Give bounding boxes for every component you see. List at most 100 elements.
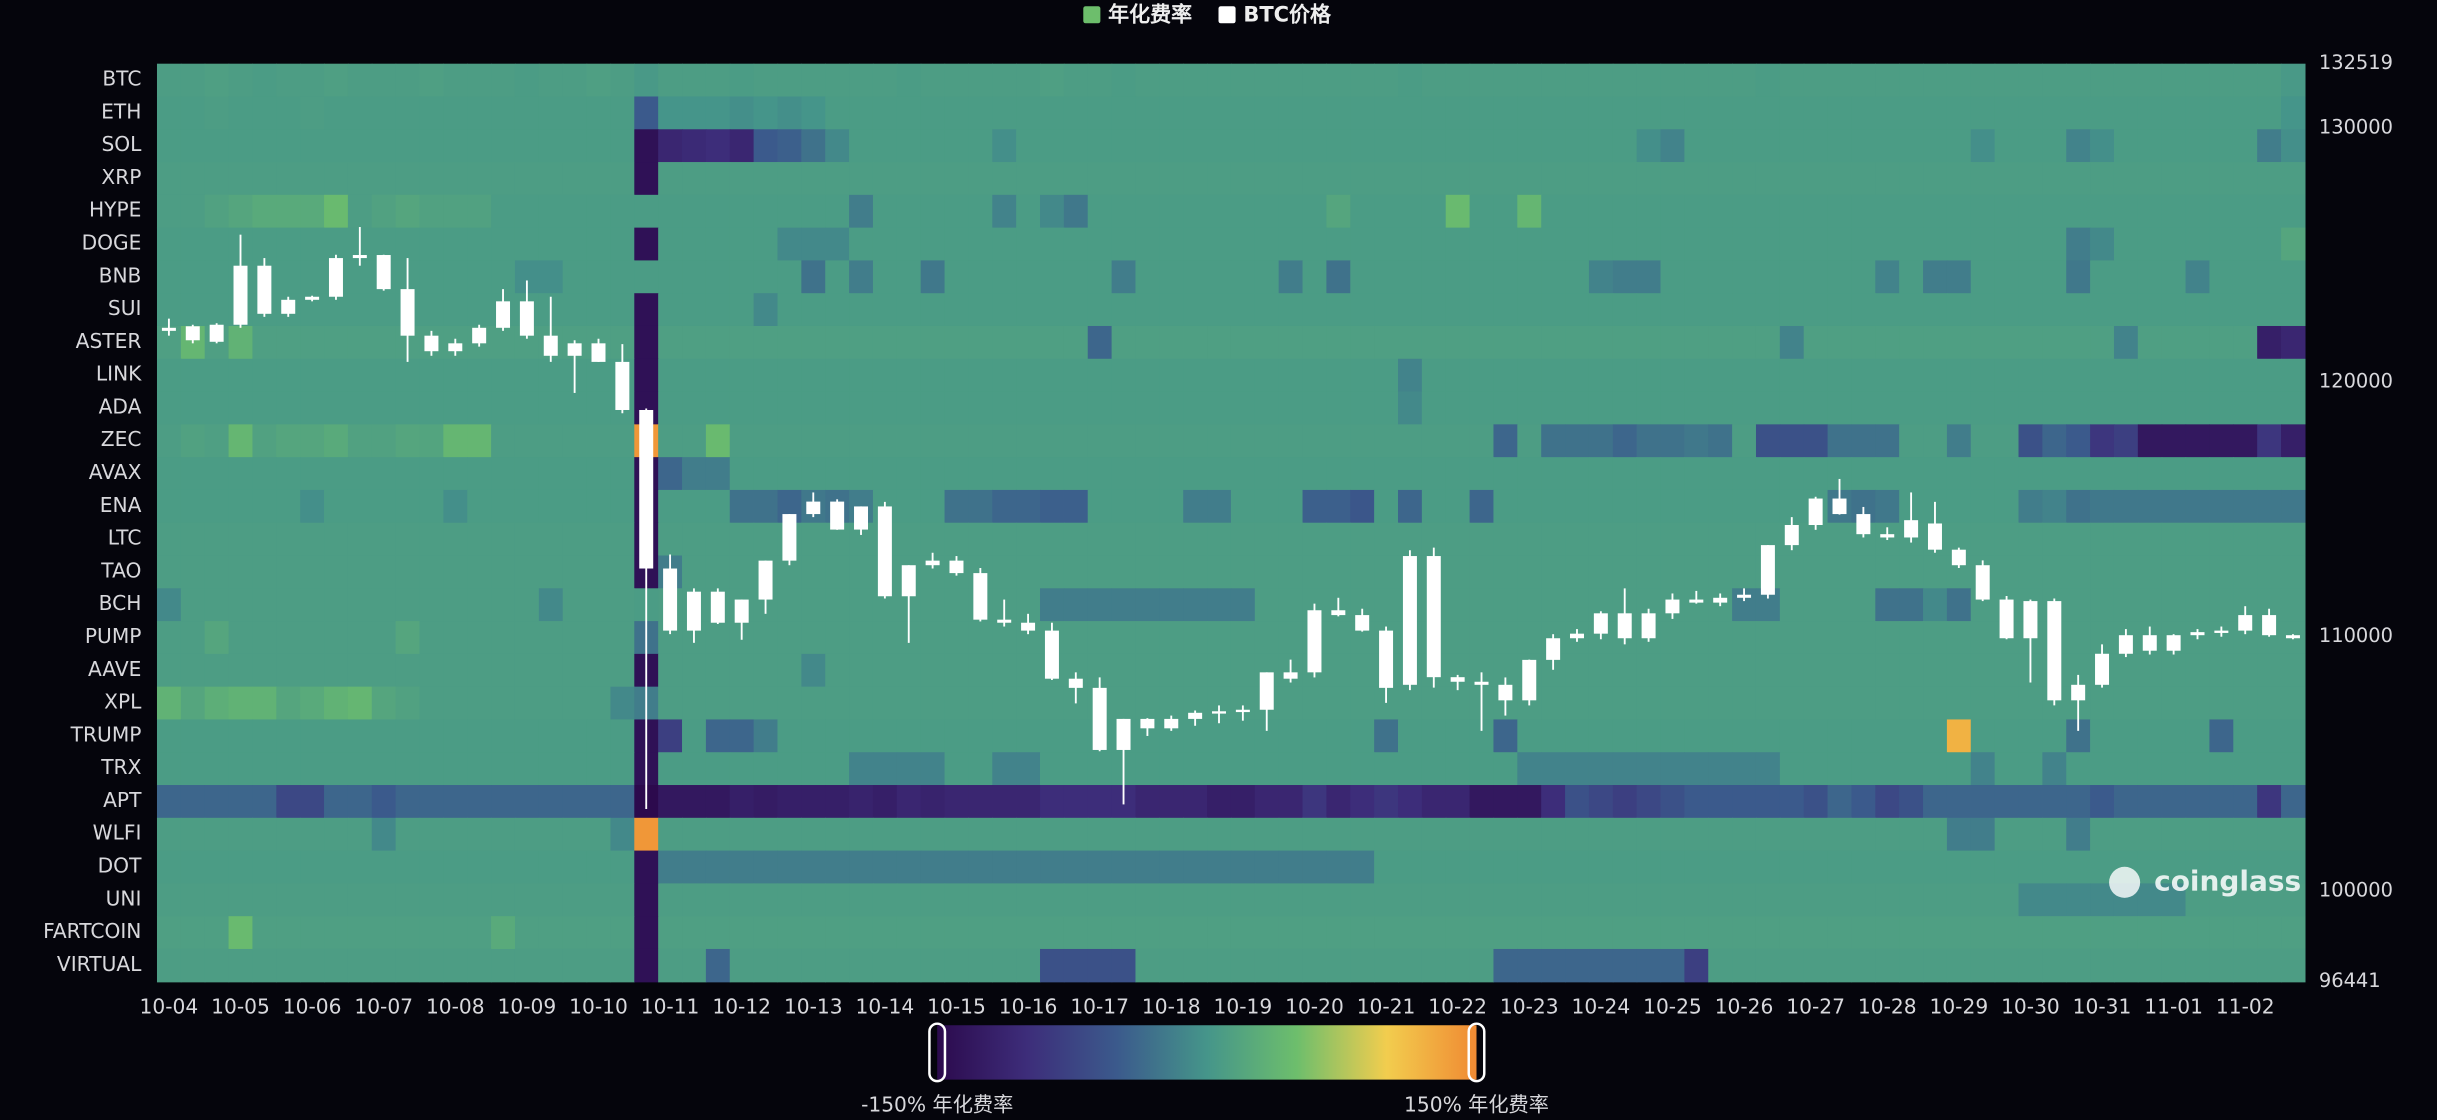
heat-cell bbox=[1612, 96, 1638, 130]
heat-cell bbox=[1970, 948, 1996, 983]
heat-cell bbox=[1016, 489, 1041, 524]
heat-cell bbox=[1970, 457, 1996, 491]
heat-cell bbox=[2018, 260, 2043, 294]
heat-cell bbox=[2161, 227, 2187, 262]
heat-cell bbox=[371, 752, 397, 786]
heat-cell bbox=[1302, 555, 1328, 589]
heat-cell bbox=[1541, 162, 1566, 196]
heat-cell bbox=[252, 424, 277, 458]
heat-cell bbox=[2209, 194, 2234, 229]
candle-body bbox=[1259, 672, 1274, 710]
heat-cell bbox=[1183, 96, 1208, 130]
heat-cell bbox=[276, 194, 301, 229]
heat-cell bbox=[1612, 63, 1638, 98]
heat-cell bbox=[2137, 129, 2163, 163]
heat-cell bbox=[1087, 785, 1113, 819]
heat-cell bbox=[1732, 489, 1757, 524]
heat-cell bbox=[1016, 719, 1041, 753]
heat-cell bbox=[514, 752, 540, 786]
heat-cell bbox=[1326, 719, 1351, 753]
heat-cell bbox=[2018, 555, 2043, 589]
heat-cell bbox=[1135, 424, 1160, 458]
heat-cell bbox=[1708, 260, 1733, 294]
heat-cell bbox=[1684, 391, 1709, 425]
heat-cell bbox=[777, 227, 802, 262]
heat-cell bbox=[1374, 358, 1399, 393]
heat-cell bbox=[1421, 96, 1447, 130]
heat-cell bbox=[729, 817, 755, 852]
heat-cell bbox=[2113, 293, 2139, 327]
heat-cell bbox=[538, 63, 564, 98]
heat-cell bbox=[1135, 686, 1160, 721]
heat-cell bbox=[1326, 63, 1351, 98]
heat-cell bbox=[347, 719, 373, 753]
heat-cell bbox=[2066, 555, 2091, 589]
heat-cell bbox=[1636, 129, 1662, 163]
heat-cell bbox=[252, 63, 277, 98]
heat-cell bbox=[1684, 621, 1709, 655]
heat-cell bbox=[562, 916, 588, 950]
heat-cell bbox=[467, 162, 492, 196]
heat-cell bbox=[610, 424, 635, 458]
heat-cell bbox=[2018, 293, 2043, 327]
heat-cell bbox=[2161, 588, 2187, 622]
heat-cell bbox=[2185, 260, 2211, 294]
x-tick-label: 10-05 bbox=[211, 995, 270, 1019]
heat-cell bbox=[1111, 96, 1137, 130]
heat-cell bbox=[1708, 489, 1733, 524]
heat-cell bbox=[1565, 489, 1590, 524]
heat-cell bbox=[252, 555, 277, 589]
heat-cell bbox=[968, 260, 993, 294]
heat-cell bbox=[1660, 358, 1686, 393]
heat-cell bbox=[1302, 817, 1328, 852]
heat-cell bbox=[1827, 883, 1853, 917]
heat-cell bbox=[324, 850, 349, 885]
heat-cell bbox=[2257, 129, 2282, 163]
heat-cell bbox=[2185, 162, 2211, 196]
heat-cell bbox=[1779, 817, 1805, 852]
heat-cell bbox=[1040, 227, 1065, 262]
heat-cell bbox=[300, 391, 325, 425]
heat-cell bbox=[395, 785, 421, 819]
heat-cell bbox=[777, 817, 802, 852]
heat-cell bbox=[849, 948, 874, 983]
heat-cell bbox=[968, 424, 993, 458]
heat-cell bbox=[2137, 522, 2163, 557]
heat-cell bbox=[1159, 489, 1184, 524]
heat-cell bbox=[1588, 752, 1614, 786]
heat-cell bbox=[2113, 948, 2139, 983]
heat-cell bbox=[729, 293, 755, 327]
heat-cell bbox=[2257, 916, 2282, 950]
heat-cell bbox=[1827, 752, 1853, 786]
heat-cell bbox=[276, 325, 301, 360]
candle-body bbox=[1426, 556, 1441, 678]
heat-cell bbox=[395, 916, 421, 950]
heat-cell bbox=[1469, 555, 1495, 589]
heat-cell bbox=[2257, 817, 2282, 852]
heat-cell bbox=[180, 96, 206, 130]
heat-cell bbox=[467, 621, 492, 655]
heat-cell bbox=[443, 686, 468, 721]
heat-cell bbox=[1899, 391, 1924, 425]
heat-cell bbox=[2137, 948, 2163, 983]
heat-cell bbox=[156, 358, 182, 393]
heat-cell bbox=[562, 850, 588, 885]
heat-cell bbox=[1016, 850, 1041, 885]
heat-cell bbox=[2161, 948, 2187, 983]
heat-cell bbox=[347, 260, 373, 294]
candle-body bbox=[949, 560, 964, 574]
heat-cell bbox=[467, 817, 492, 852]
heat-cell bbox=[1588, 194, 1614, 229]
heat-cell bbox=[562, 883, 588, 917]
heat-cell bbox=[300, 555, 325, 589]
heat-cell bbox=[1565, 785, 1590, 819]
heat-cell bbox=[1541, 817, 1566, 852]
heat-cell bbox=[1708, 63, 1733, 98]
heat-cell bbox=[658, 522, 683, 557]
heat-cell bbox=[1493, 785, 1518, 819]
heat-cell bbox=[1278, 752, 1304, 786]
heat-cell bbox=[1302, 293, 1328, 327]
heat-cell bbox=[2209, 916, 2234, 950]
heat-cell bbox=[920, 752, 946, 786]
heat-cell bbox=[1708, 358, 1733, 393]
